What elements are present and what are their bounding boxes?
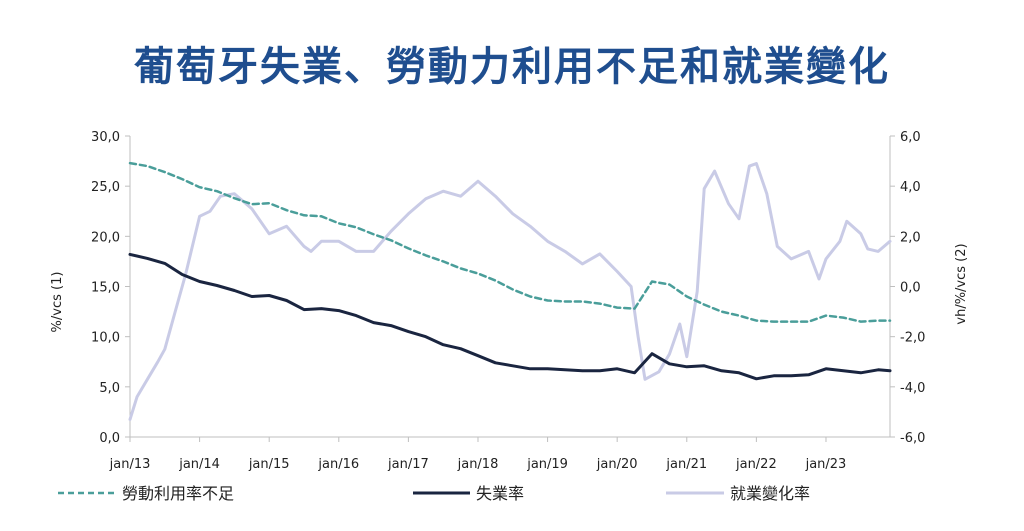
x-tick-label: jan/23 (805, 457, 847, 472)
series-line-2 (128, 162, 892, 421)
legend-label-employment-change: 就業變化率 (730, 484, 810, 503)
right-tick-label: 2,0 (900, 230, 921, 245)
x-tick-label: jan/16 (317, 457, 359, 472)
right-axis-label: vh/%/vcs (2) (954, 243, 969, 324)
x-tick-label: jan/14 (178, 457, 220, 472)
series-line-0 (128, 161, 892, 323)
left-tick-label: 5,0 (99, 381, 120, 396)
right-tick-label: 4,0 (900, 180, 921, 195)
left-tick-label: 20,0 (91, 230, 120, 245)
right-tick-label: -2,0 (900, 331, 925, 346)
x-tick-label: jan/13 (109, 457, 151, 472)
legend-label-unemployment: 失業率 (476, 484, 524, 503)
right-tick-label: -4,0 (900, 381, 925, 396)
right-tick-label: 0,0 (900, 281, 921, 296)
chart-title: 葡萄牙失業、勞動力利用不足和就業變化 (134, 44, 890, 90)
x-tick-label: jan/17 (387, 457, 429, 472)
left-axis-ticks: 0,0 5,0 10,0 15,0 20,0 25,0 30,0 (91, 130, 130, 446)
right-tick-label: -6,0 (900, 431, 925, 446)
right-tick-label: 6,0 (900, 130, 921, 145)
x-tick-label: jan/19 (526, 457, 568, 472)
left-axis-label: %/vcs (1) (50, 272, 65, 333)
x-tick-label: jan/18 (457, 457, 499, 472)
x-tick-label: jan/15 (248, 457, 290, 472)
legend: 勞動利用率不足 失業率 就業變化率 (58, 484, 810, 503)
right-axis-ticks: -6,0 -4,0 -2,0 0,0 2,0 4,0 6,0 (890, 130, 925, 446)
left-tick-label: 10,0 (91, 331, 120, 346)
left-tick-label: 25,0 (91, 180, 120, 195)
x-tick-label: jan/20 (596, 457, 638, 472)
series-layer (128, 161, 892, 421)
x-axis-ticks: jan/13 jan/14 jan/15 jan/16 jan/17 jan/18 jan/… (109, 437, 847, 472)
x-tick-label: jan/22 (735, 457, 777, 472)
left-tick-label: 0,0 (99, 431, 120, 446)
left-tick-label: 15,0 (91, 281, 120, 296)
x-tick-label: jan/21 (665, 457, 707, 472)
left-tick-label: 30,0 (91, 130, 120, 145)
series-line-1 (128, 252, 892, 381)
legend-label-underutilization: 勞動利用率不足 (122, 484, 234, 503)
